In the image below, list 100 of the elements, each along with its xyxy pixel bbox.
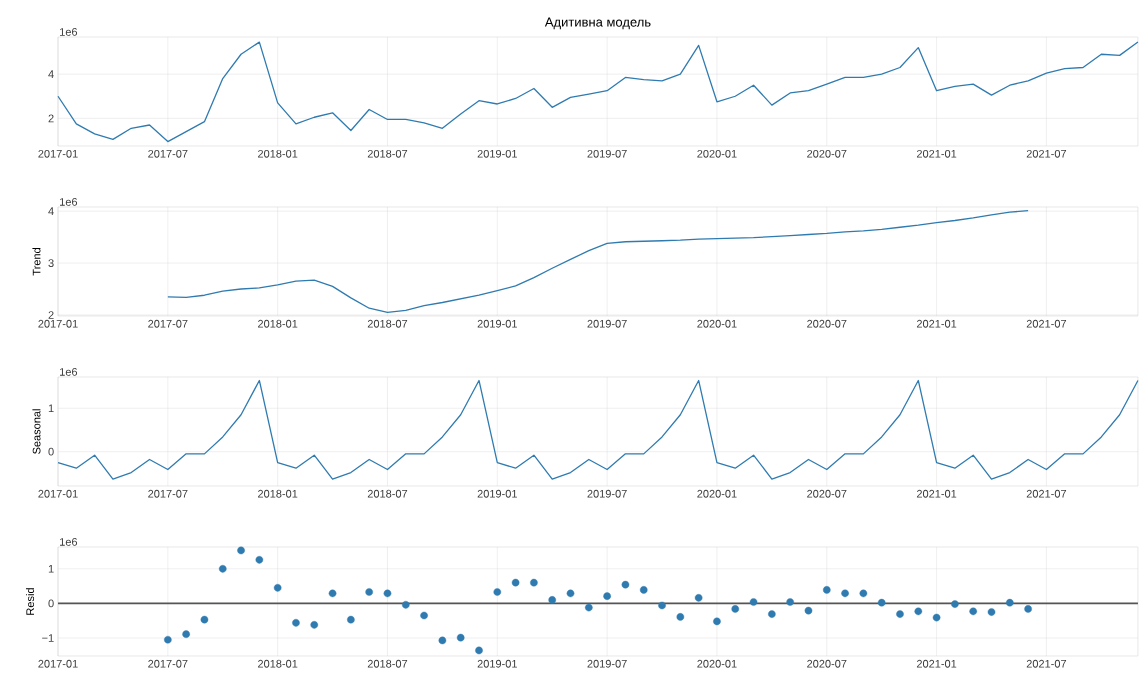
x-tick-label: 2017-01	[38, 319, 78, 328]
point	[896, 610, 904, 618]
point	[383, 589, 392, 598]
x-tick-label: 2019-01	[477, 319, 517, 328]
point	[511, 578, 520, 587]
x-tick-label: 2020-07	[807, 319, 847, 328]
y-axis-title: Trend	[32, 248, 41, 276]
point	[401, 600, 410, 609]
x-tick-label: 2020-01	[697, 659, 737, 668]
x-tick-label: 2021-01	[916, 659, 957, 668]
point	[438, 636, 447, 645]
y-tick-label: 3	[48, 259, 54, 267]
point	[310, 621, 319, 629]
x-tick-label: 2021-07	[1026, 489, 1067, 498]
point	[255, 556, 264, 564]
point	[749, 598, 758, 606]
point	[694, 594, 703, 602]
y-tick-label: 4	[48, 207, 54, 215]
x-tick-label: 2017-07	[148, 149, 188, 158]
point	[676, 613, 685, 621]
chart-title: Адитивна модель	[544, 17, 651, 30]
text: 1e6	[60, 198, 78, 206]
y-tick-label: 1	[48, 404, 54, 413]
point	[566, 589, 575, 598]
x-tick-label: 2021-07	[1026, 319, 1067, 328]
text: 1e6	[60, 538, 78, 546]
x-tick-label: 2017-01	[38, 659, 78, 668]
x-tick-label: 2018-01	[258, 489, 298, 498]
x-tick-label: 2018-01	[258, 149, 298, 158]
point	[639, 586, 648, 594]
point	[164, 635, 172, 644]
point	[877, 598, 886, 607]
point	[987, 608, 996, 616]
point	[1006, 598, 1014, 607]
x-tick-label: 2020-07	[807, 489, 847, 498]
text: 1e6	[60, 368, 78, 376]
point	[548, 596, 557, 604]
x-tick-label: 2018-07	[367, 659, 408, 668]
point	[859, 589, 868, 598]
x-tick-label: 2017-01	[38, 149, 78, 158]
x-tick-label: 2017-07	[148, 319, 188, 328]
x-tick-label: 2020-01	[697, 489, 737, 498]
x-tick-label: 2020-07	[807, 149, 847, 158]
point	[292, 618, 300, 627]
x-tick-label: 2021-07	[1026, 659, 1067, 668]
y-tick-label: 0	[48, 447, 54, 456]
y-tick-label: 2	[48, 114, 54, 123]
y-tick-label: 4	[48, 70, 54, 78]
x-tick-label: 2017-01	[38, 489, 78, 498]
y-axis-title: Resid	[26, 588, 35, 615]
y-tick-label: −1	[42, 634, 54, 642]
x-tick-label: 2018-07	[367, 319, 408, 328]
point	[273, 584, 282, 592]
point	[932, 613, 941, 622]
x-tick-label: 2017-07	[148, 489, 188, 498]
point	[786, 598, 794, 606]
x-tick-label: 2019-07	[587, 319, 627, 328]
x-tick-label: 2019-01	[477, 149, 517, 158]
point	[347, 615, 355, 624]
point	[658, 601, 666, 610]
point	[804, 606, 813, 615]
point	[585, 603, 593, 612]
point	[200, 615, 209, 624]
point	[475, 646, 483, 655]
x-tick-label: 2018-01	[258, 319, 298, 328]
point	[365, 588, 373, 596]
x-tick-label: 2019-07	[587, 149, 627, 158]
x-tick-label: 2021-01	[916, 319, 957, 328]
point	[456, 633, 465, 642]
point	[493, 588, 502, 596]
x-tick-label: 2018-07	[367, 149, 408, 158]
point	[841, 589, 849, 598]
x-tick-label: 2018-01	[258, 659, 298, 668]
y-tick-label: 2	[48, 311, 54, 319]
point	[218, 564, 227, 573]
x-tick-label: 2021-07	[1026, 149, 1067, 158]
y-tick-label: 0	[48, 599, 54, 608]
point	[182, 630, 190, 638]
point	[237, 546, 245, 555]
text: 1e6	[60, 28, 78, 36]
point	[914, 607, 923, 616]
point	[822, 586, 831, 594]
y-axis-title: Seasonal	[32, 409, 41, 454]
x-tick-label: 2017-07	[148, 659, 188, 668]
point	[603, 592, 611, 600]
point	[530, 578, 538, 587]
x-tick-label: 2020-01	[697, 149, 737, 158]
point	[1024, 605, 1032, 613]
point	[713, 617, 721, 626]
x-tick-label: 2021-01	[916, 149, 957, 158]
point	[420, 611, 428, 620]
x-tick-label: 2019-01	[477, 489, 517, 498]
point	[951, 600, 959, 608]
point	[969, 607, 977, 616]
x-tick-label: 2021-01	[916, 489, 957, 498]
point	[768, 610, 776, 618]
point	[731, 605, 740, 613]
x-tick-label: 2020-01	[697, 319, 737, 328]
point	[328, 589, 337, 598]
y-tick-label: 1	[48, 565, 54, 573]
